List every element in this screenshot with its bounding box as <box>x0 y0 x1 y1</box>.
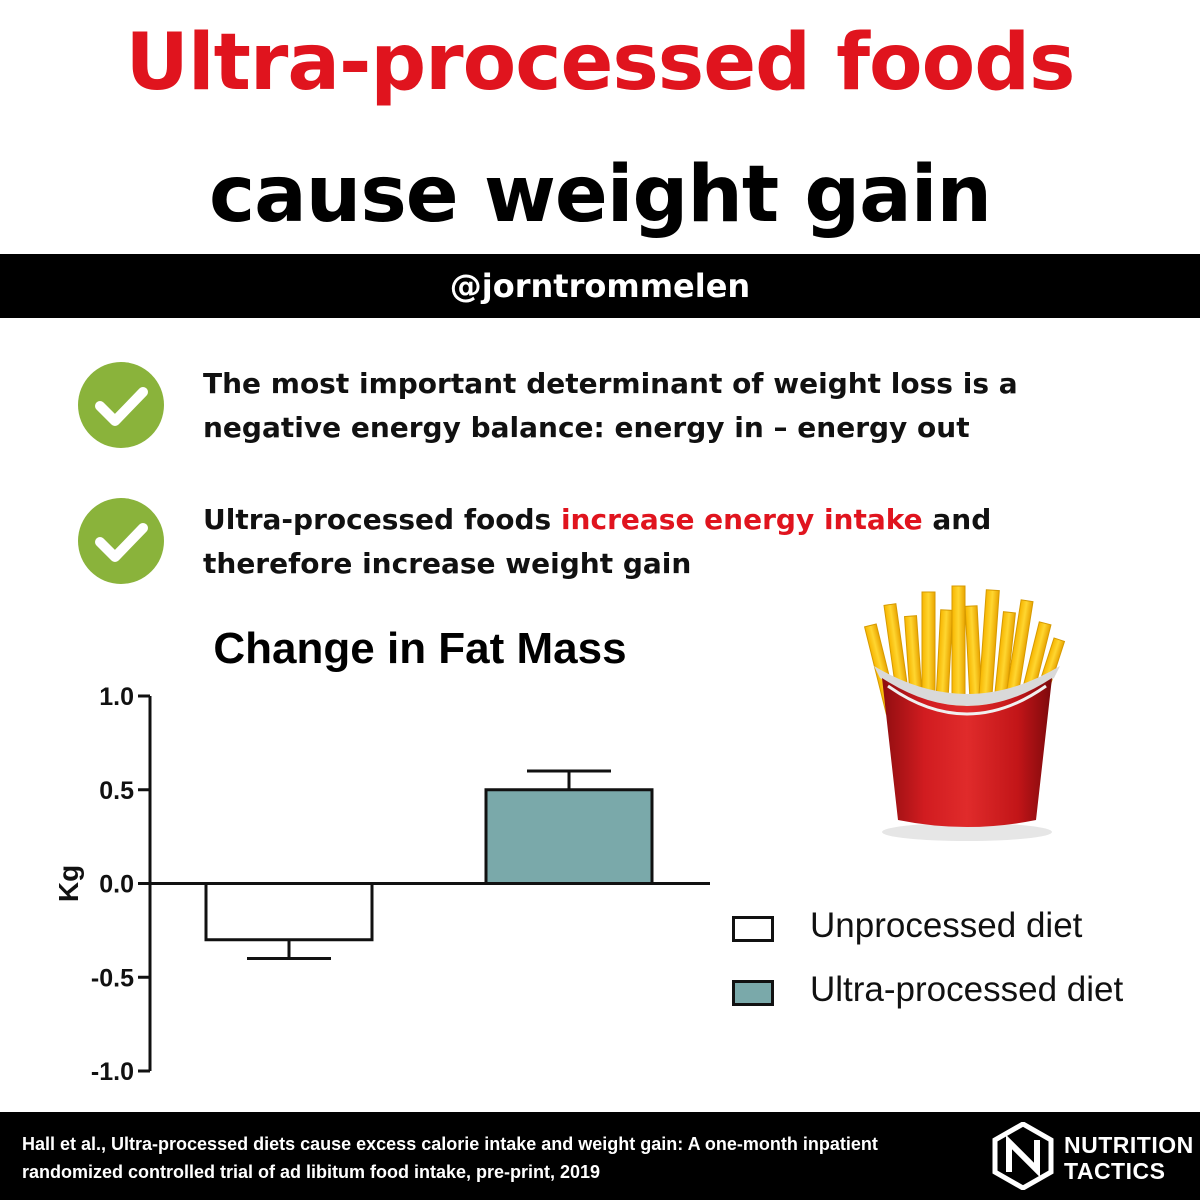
y-tick-label: 1.0 <box>99 683 134 711</box>
citation-line: Hall et al., Ultra-processed diets cause… <box>22 1134 878 1154</box>
brand-name: NUTRITION TACTICS <box>1064 1132 1194 1184</box>
bullet-text: Ultra-processed foods increase energy in… <box>203 498 1103 586</box>
title-line-2: cause weight gain <box>208 150 992 240</box>
bar-ultra-processed <box>484 788 654 885</box>
check-icon <box>78 362 164 448</box>
legend-swatch-unprocessed <box>732 916 774 942</box>
y-tick-label: 0.5 <box>99 777 134 805</box>
citation: Hall et al., Ultra-processed diets cause… <box>22 1130 962 1186</box>
y-tick-label: -0.5 <box>91 964 134 992</box>
citation-line: randomized controlled trial of ad libitu… <box>22 1162 601 1182</box>
bullet-line: The most important determinant of weight… <box>203 367 1018 400</box>
bullet-text: The most important determinant of weight… <box>203 362 1103 450</box>
legend-swatch-ultra <box>732 980 774 1006</box>
brand-line: NUTRITION <box>1064 1132 1194 1158</box>
y-tick-label: -1.0 <box>91 1058 134 1086</box>
bullet-line: therefore increase weight gain <box>203 547 692 580</box>
check-icon <box>78 498 164 584</box>
nutrition-tactics-logo-icon <box>992 1122 1054 1190</box>
french-fries-icon <box>863 585 1066 841</box>
author-handle: @jorntrommelen <box>0 254 1200 318</box>
bullet-text-part: Ultra-processed foods <box>203 503 561 536</box>
brand-line: TACTICS <box>1064 1158 1166 1184</box>
bullet-line: Ultra-processed foods increase energy in… <box>203 498 1103 542</box>
footer: Hall et al., Ultra-processed diets cause… <box>0 1112 1200 1200</box>
bar-unprocessed <box>204 882 374 942</box>
legend-label: Unprocessed diet <box>810 906 1083 945</box>
y-tick-label: 0.0 <box>99 871 134 899</box>
title-line-1: Ultra-processed foods <box>125 18 1076 108</box>
bullet-text-part: and <box>922 503 992 536</box>
y-axis-label: Kg <box>53 865 84 902</box>
bullet-line: negative energy balance: energy in – ene… <box>203 411 970 444</box>
legend-label: Ultra-processed diet <box>810 970 1124 1009</box>
chart-title: Change in Fat Mass <box>213 624 627 673</box>
highlight-text: increase energy intake <box>560 503 923 536</box>
